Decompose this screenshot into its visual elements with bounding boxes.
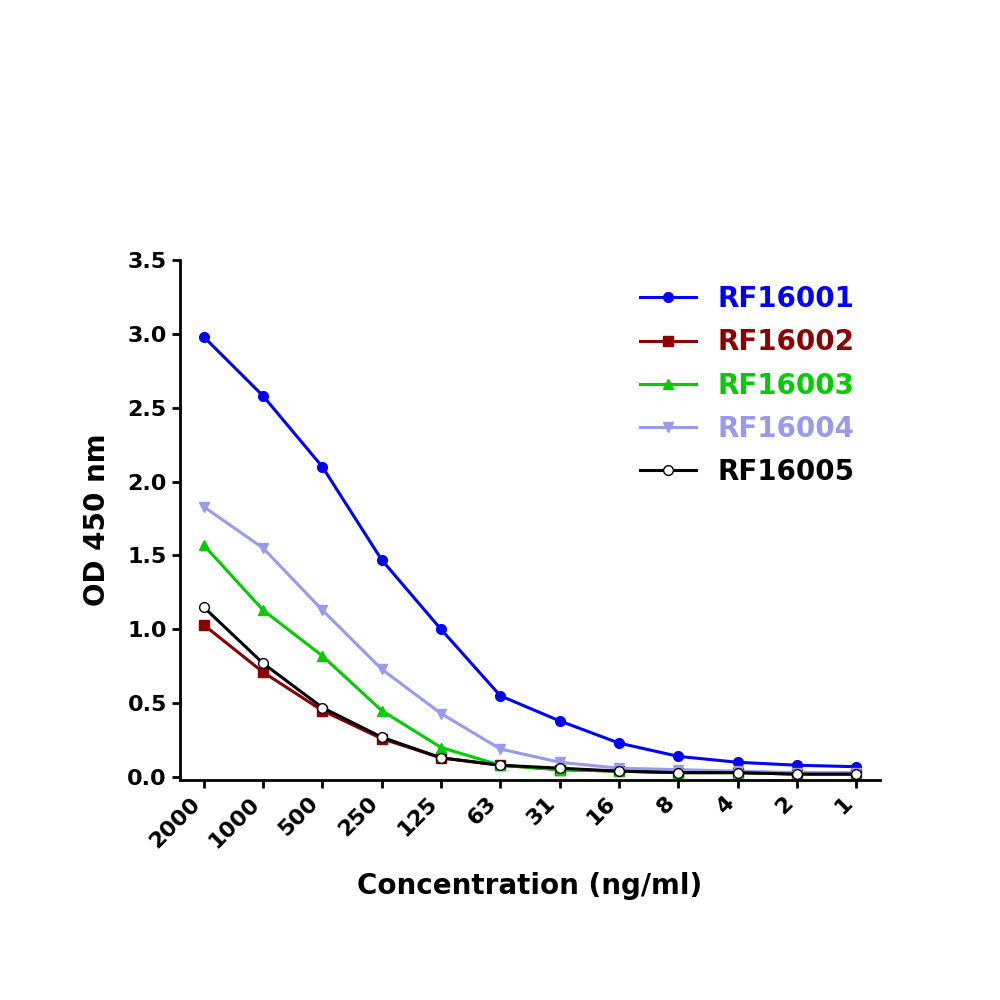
RF16003 [850,768,862,780]
RF16004 [198,501,210,513]
RF16001 [435,623,447,635]
RF16002 [791,768,803,780]
RF16005 [316,702,328,714]
RF16004 [435,708,447,720]
RF16001 [257,390,269,402]
RF16001 [791,759,803,771]
RF16002 [257,666,269,678]
RF16003 [613,765,625,777]
Line: RF16004: RF16004 [199,502,861,777]
Line: RF16005: RF16005 [199,602,861,779]
Line: RF16002: RF16002 [199,620,861,779]
RF16001 [850,761,862,773]
RF16003 [198,539,210,551]
Y-axis label: OD 450 nm: OD 450 nm [83,434,111,606]
RF16004 [554,756,566,768]
RF16004 [672,764,684,776]
RF16004 [316,604,328,616]
RF16004 [732,765,744,777]
RF16002 [494,759,506,771]
RF16005 [672,767,684,779]
RF16005 [554,762,566,774]
RF16002 [732,767,744,779]
RF16005 [791,768,803,780]
RF16002 [613,765,625,777]
RF16003 [732,767,744,779]
RF16004 [791,767,803,779]
RF16001 [376,554,388,566]
RF16001 [494,690,506,702]
RF16005 [435,752,447,764]
RF16002 [198,619,210,631]
RF16001 [613,737,625,749]
RF16003 [791,768,803,780]
Line: RF16001: RF16001 [199,332,861,772]
RF16003 [554,764,566,776]
RF16002 [672,767,684,779]
RF16003 [494,759,506,771]
RF16003 [672,767,684,779]
RF16003 [376,705,388,717]
RF16001 [198,331,210,343]
RF16002 [376,733,388,745]
RF16001 [732,756,744,768]
RF16001 [672,750,684,762]
RF16002 [435,752,447,764]
RF16005 [613,765,625,777]
RF16004 [494,743,506,755]
RF16005 [198,601,210,613]
RF16001 [554,715,566,727]
Line: RF16003: RF16003 [199,540,861,779]
X-axis label: Concentration (ng/ml): Concentration (ng/ml) [357,872,703,900]
RF16003 [435,741,447,754]
RF16003 [257,604,269,616]
RF16004 [613,762,625,774]
RF16002 [316,705,328,717]
RF16005 [732,767,744,779]
RF16004 [850,767,862,779]
RF16003 [316,650,328,662]
RF16002 [850,768,862,780]
RF16004 [376,663,388,675]
RF16005 [376,731,388,743]
Legend: RF16001, RF16002, RF16003, RF16004, RF16005: RF16001, RF16002, RF16003, RF16004, RF16… [629,274,866,497]
RF16005 [494,759,506,771]
RF16004 [257,542,269,554]
RF16005 [850,768,862,780]
RF16005 [257,657,269,669]
RF16002 [554,764,566,776]
RF16001 [316,461,328,473]
